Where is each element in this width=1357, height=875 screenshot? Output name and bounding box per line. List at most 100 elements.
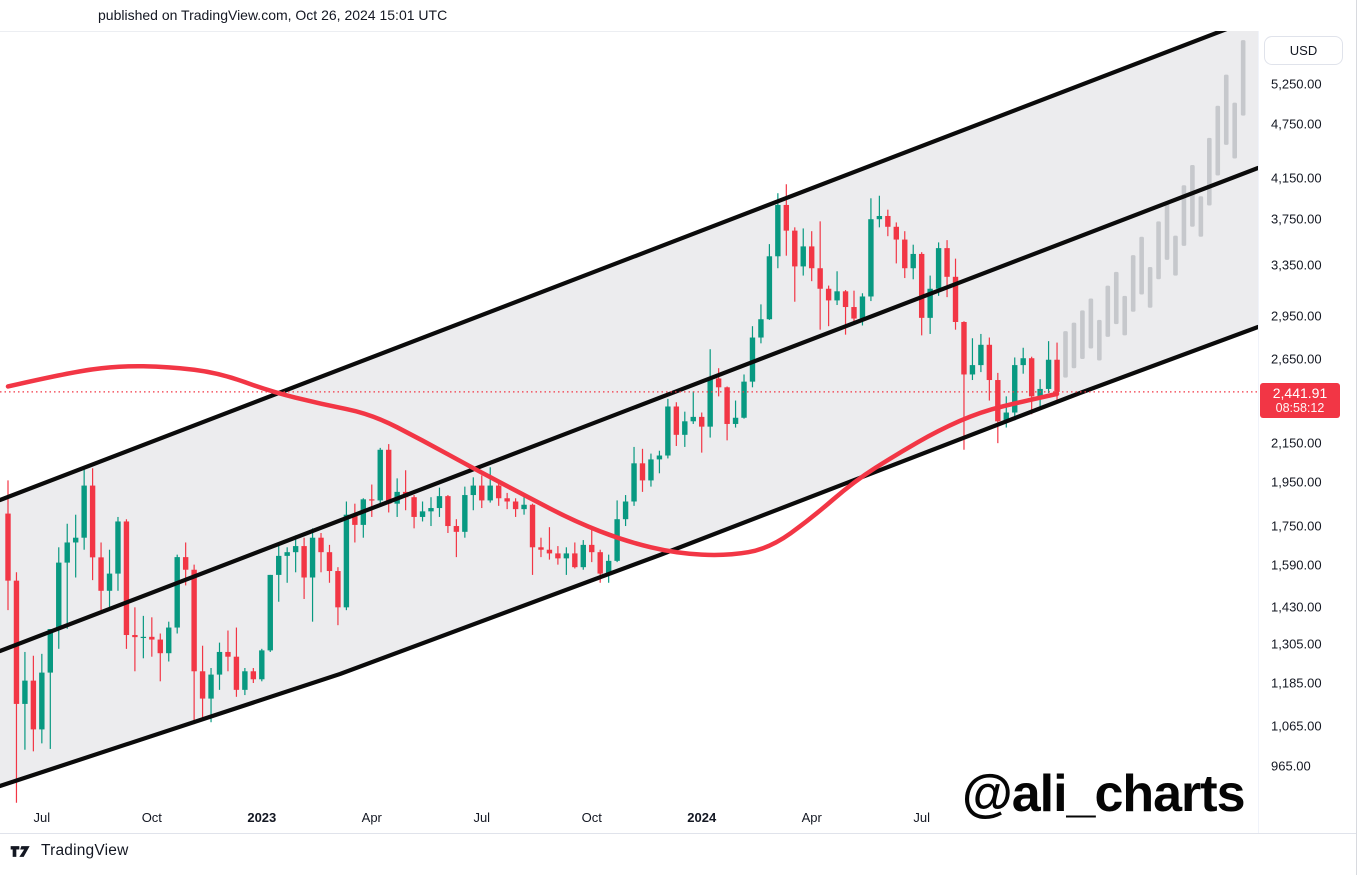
trend-channel-lines[interactable]	[0, 31, 1258, 789]
price-scale[interactable]: USD 5,250.00 4,750.00 4,150.00 3,750.00 3,35…	[1258, 31, 1356, 833]
candlestick	[1020, 358, 1026, 366]
candlestick	[766, 256, 773, 320]
candlestick	[1028, 358, 1035, 397]
candlestick	[572, 553, 578, 568]
candlestick	[22, 680, 28, 704]
candlestick	[529, 504, 536, 548]
candlestick	[13, 580, 20, 704]
candlestick	[377, 449, 383, 501]
forecast-bar	[1071, 322, 1077, 369]
candlestick	[952, 276, 959, 322]
channel-middle-line[interactable]	[0, 165, 1258, 654]
forecast-bar	[1156, 221, 1161, 280]
forecast-bar	[1223, 74, 1229, 145]
candlestick	[276, 555, 282, 575]
candlestick	[741, 381, 747, 418]
candlestick	[445, 496, 451, 527]
time-axis-label: 2023	[247, 810, 277, 825]
price-tick-label: 2,150.00	[1271, 435, 1322, 451]
candlestick	[817, 268, 823, 289]
candlestick	[495, 485, 502, 499]
forecast-bar	[1088, 298, 1094, 349]
tradingview-brand-text: TradingView	[41, 842, 129, 859]
candlestick	[301, 546, 307, 578]
time-axis-label: Apr	[361, 810, 382, 825]
candlestick	[64, 542, 70, 563]
candlestick	[825, 288, 832, 301]
candlestick	[656, 455, 663, 460]
price-tick-label: 1,185.00	[1271, 675, 1322, 691]
price-tick-label: 4,750.00	[1271, 116, 1322, 132]
candlestick	[386, 449, 392, 504]
candlestick	[462, 495, 468, 532]
candlestick	[969, 365, 976, 375]
candlestick	[715, 378, 722, 388]
price-tick-label: 5,250.00	[1271, 76, 1322, 92]
forecast-bars-layer	[1063, 40, 1246, 378]
time-axis-label: Apr	[801, 810, 822, 825]
candlestick	[927, 288, 933, 318]
time-scale[interactable]: Jul Oct 2023 Apr Jul Oct 2024 Apr Jul	[0, 805, 1356, 834]
candlestick	[834, 291, 840, 301]
candlestick	[30, 680, 37, 730]
candlestick	[631, 463, 637, 502]
channel-lower-line[interactable]	[0, 324, 1258, 789]
candlestick	[292, 546, 299, 553]
candlestick	[995, 380, 1001, 422]
candlestick	[622, 501, 629, 520]
published-caption: published on TradingView.com, Oct 26, 20…	[98, 7, 448, 23]
price-chart-canvas[interactable]	[0, 31, 1258, 833]
price-tick-label: 3,350.00	[1271, 257, 1322, 273]
candlestick	[538, 547, 544, 550]
candlestick	[47, 629, 53, 673]
candlestick	[902, 239, 908, 269]
candlestick	[479, 485, 485, 501]
forecast-bar	[1147, 267, 1153, 308]
candlestick	[546, 549, 553, 554]
candlestick	[859, 296, 866, 319]
candlestick	[682, 421, 688, 435]
candlestick	[1054, 359, 1060, 392]
candlestick	[309, 537, 316, 578]
candlestick	[199, 671, 206, 699]
time-axis-label: Oct	[581, 810, 602, 825]
forecast-bar	[1139, 236, 1144, 295]
candles-layer	[5, 184, 1060, 803]
price-tick-label: 1,590.00	[1271, 557, 1322, 573]
candlestick	[758, 319, 764, 338]
time-axis-label: Jul	[913, 810, 930, 825]
candlestick	[39, 672, 45, 730]
candlestick	[411, 497, 417, 517]
candlestick	[732, 417, 739, 424]
candlestick	[436, 496, 443, 509]
candlestick	[140, 636, 147, 639]
forecast-bar	[1113, 271, 1119, 325]
candlestick	[123, 521, 130, 636]
candlestick	[352, 514, 358, 525]
watermark-text: @ali_charts	[962, 765, 1246, 823]
forecast-bar	[1164, 201, 1170, 260]
candlestick	[250, 671, 257, 680]
candlestick	[724, 387, 730, 424]
candlestick	[648, 459, 654, 481]
forecast-bar	[1207, 137, 1212, 206]
moving-average-line[interactable]	[5, 363, 1060, 558]
currency-toggle-button[interactable]: USD	[1264, 36, 1343, 65]
candlestick	[1003, 412, 1009, 422]
tradingview-attribution[interactable]: TradingView	[10, 842, 129, 860]
candlestick	[166, 627, 172, 654]
candlestick	[326, 552, 333, 572]
price-tick-label: 1,430.00	[1271, 599, 1322, 615]
candlestick	[335, 571, 341, 608]
candlestick	[792, 230, 798, 267]
candlestick	[98, 557, 104, 591]
candlestick	[470, 485, 476, 496]
candlestick	[563, 553, 570, 559]
candlestick	[149, 636, 155, 640]
channel-upper-line[interactable]	[0, 31, 1258, 503]
chart-plot-area[interactable]	[0, 31, 1258, 833]
candlestick	[1037, 388, 1043, 397]
candlestick	[876, 215, 883, 220]
forecast-bar	[1063, 331, 1068, 378]
candlestick	[1012, 365, 1018, 413]
